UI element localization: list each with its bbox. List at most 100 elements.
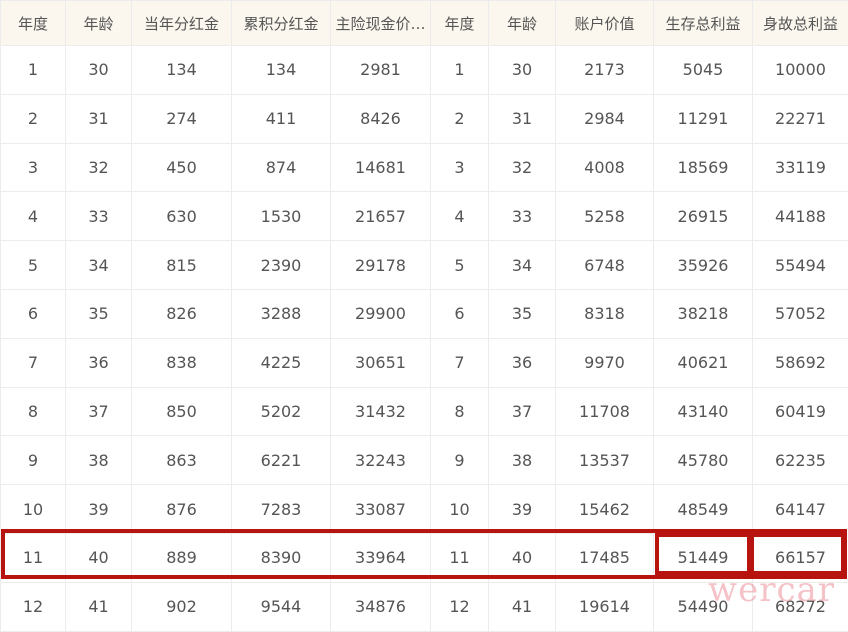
table-cell: 7 xyxy=(431,338,489,387)
table-cell: 411 xyxy=(232,94,331,143)
table-cell: 7283 xyxy=(232,485,331,534)
table-cell: 9 xyxy=(431,436,489,485)
table-cell: 38 xyxy=(489,436,556,485)
table-cell: 35 xyxy=(489,289,556,338)
table-cell: 826 xyxy=(132,289,232,338)
highlight-survival-cell xyxy=(655,533,751,575)
table-cell: 8426 xyxy=(331,94,431,143)
table-cell: 37 xyxy=(66,387,132,436)
table-cell: 8318 xyxy=(556,289,654,338)
table-cell: 12 xyxy=(431,582,489,631)
table-cell: 5202 xyxy=(232,387,331,436)
table-cell: 3288 xyxy=(232,289,331,338)
table-cell: 9544 xyxy=(232,582,331,631)
column-header: 年龄 xyxy=(489,1,556,46)
table-cell: 62235 xyxy=(753,436,848,485)
table-cell: 33119 xyxy=(753,143,848,192)
table-cell: 863 xyxy=(132,436,232,485)
table-cell: 11708 xyxy=(556,387,654,436)
table-cell: 39 xyxy=(66,485,132,534)
table-cell: 34 xyxy=(66,241,132,290)
table-cell: 34 xyxy=(489,241,556,290)
table-cell: 19614 xyxy=(556,582,654,631)
table-cell: 13537 xyxy=(556,436,654,485)
table-cell: 35 xyxy=(66,289,132,338)
table-cell: 32 xyxy=(66,143,132,192)
table-cell: 5258 xyxy=(556,192,654,241)
watermark: wercar xyxy=(708,570,835,610)
table-cell: 38218 xyxy=(654,289,753,338)
table-cell: 6 xyxy=(1,289,66,338)
table-cell: 41 xyxy=(66,582,132,631)
table-cell: 43140 xyxy=(654,387,753,436)
table-cell: 55494 xyxy=(753,241,848,290)
table-cell: 36 xyxy=(489,338,556,387)
table-cell: 30651 xyxy=(331,338,431,387)
table-cell: 34876 xyxy=(331,582,431,631)
table-cell: 6748 xyxy=(556,241,654,290)
table-cell: 64147 xyxy=(753,485,848,534)
table-cell: 10 xyxy=(1,485,66,534)
table-cell: 1 xyxy=(1,46,66,95)
table-cell: 815 xyxy=(132,241,232,290)
table-cell: 8 xyxy=(1,387,66,436)
table-cell: 33 xyxy=(489,192,556,241)
table-cell: 630 xyxy=(132,192,232,241)
table-cell: 21657 xyxy=(331,192,431,241)
table-cell: 39 xyxy=(489,485,556,534)
table-cell: 902 xyxy=(132,582,232,631)
table-cell: 1 xyxy=(431,46,489,95)
table-cell: 35926 xyxy=(654,241,753,290)
column-header: 身故总利益 xyxy=(753,1,848,46)
table-cell: 37 xyxy=(489,387,556,436)
column-header: 主险现金价… xyxy=(331,1,431,46)
table-cell: 1530 xyxy=(232,192,331,241)
table-cell: 58692 xyxy=(753,338,848,387)
table-cell: 26915 xyxy=(654,192,753,241)
table-cell: 2390 xyxy=(232,241,331,290)
table-cell: 2 xyxy=(1,94,66,143)
table-cell: 18569 xyxy=(654,143,753,192)
table-cell: 10 xyxy=(431,485,489,534)
table-cell: 29900 xyxy=(331,289,431,338)
table-cell: 450 xyxy=(132,143,232,192)
table-cell: 876 xyxy=(132,485,232,534)
table-cell: 45780 xyxy=(654,436,753,485)
table-cell: 4 xyxy=(1,192,66,241)
table-cell: 32 xyxy=(489,143,556,192)
table-cell: 11291 xyxy=(654,94,753,143)
table-cell: 5 xyxy=(431,241,489,290)
column-header: 当年分红金 xyxy=(132,1,232,46)
table-cell: 36 xyxy=(66,338,132,387)
table-cell: 14681 xyxy=(331,143,431,192)
table-cell: 8 xyxy=(431,387,489,436)
table-cell: 31 xyxy=(66,94,132,143)
table-cell: 2984 xyxy=(556,94,654,143)
table-cell: 3 xyxy=(1,143,66,192)
column-header: 年度 xyxy=(1,1,66,46)
table-cell: 10000 xyxy=(753,46,848,95)
table-cell: 9970 xyxy=(556,338,654,387)
table-cell: 44188 xyxy=(753,192,848,241)
table-cell: 33 xyxy=(66,192,132,241)
table-cell: 6221 xyxy=(232,436,331,485)
table-cell: 15462 xyxy=(556,485,654,534)
table-cell: 2981 xyxy=(331,46,431,95)
table-cell: 30 xyxy=(489,46,556,95)
table-cell: 32243 xyxy=(331,436,431,485)
